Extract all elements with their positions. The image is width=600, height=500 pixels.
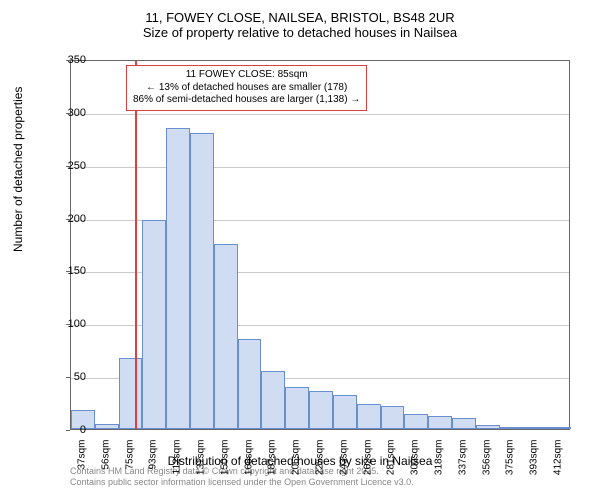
y-tick-mark [66, 271, 70, 272]
x-tick-label: 337sqm [457, 440, 468, 490]
x-tick-label: 56sqm [100, 440, 111, 490]
x-tick-label: 112sqm [172, 440, 183, 490]
x-tick-label: 356sqm [481, 440, 492, 490]
x-tick-label: 262sqm [362, 440, 373, 490]
chart-title-line1: 11, FOWEY CLOSE, NAILSEA, BRISTOL, BS48 … [10, 10, 590, 25]
histogram-bar [381, 406, 405, 429]
gridline [71, 114, 569, 115]
histogram-bar [333, 395, 357, 429]
histogram-bar [476, 425, 500, 429]
histogram-bar [309, 391, 333, 429]
annotation-box: 11 FOWEY CLOSE: 85sqm← 13% of detached h… [126, 65, 367, 111]
x-tick-label: 93sqm [148, 440, 159, 490]
x-tick-label: 318sqm [434, 440, 445, 490]
x-tick-label: 75sqm [124, 440, 135, 490]
y-tick-mark [66, 430, 70, 431]
chart-container: 11, FOWEY CLOSE, NAILSEA, BRISTOL, BS48 … [10, 10, 590, 490]
y-axis-label: Number of detached properties [11, 87, 25, 252]
x-tick-label: 187sqm [267, 440, 278, 490]
histogram-bar [547, 427, 571, 429]
histogram-bar [119, 358, 143, 429]
annot-line1: 11 FOWEY CLOSE: 85sqm [133, 69, 360, 82]
histogram-bar [357, 404, 381, 429]
chart-titles: 11, FOWEY CLOSE, NAILSEA, BRISTOL, BS48 … [10, 10, 590, 40]
annot-line2: ← 13% of detached houses are smaller (17… [133, 82, 360, 95]
gridline [71, 167, 569, 168]
histogram-bar [404, 414, 428, 429]
histogram-bar [214, 244, 238, 429]
y-tick-mark [66, 166, 70, 167]
x-tick-label: 150sqm [219, 440, 230, 490]
histogram-bar [166, 128, 190, 429]
x-tick-label: 412sqm [553, 440, 564, 490]
x-tick-label: 375sqm [505, 440, 516, 490]
x-tick-label: 300sqm [410, 440, 421, 490]
histogram-bar [285, 387, 309, 429]
chart-title-line2: Size of property relative to detached ho… [10, 25, 590, 40]
y-tick-mark [66, 60, 70, 61]
histogram-bar [190, 133, 214, 429]
x-tick-label: 37sqm [76, 440, 87, 490]
histogram-bar [95, 424, 119, 429]
annot-line3: 86% of semi-detached houses are larger (… [133, 94, 360, 107]
y-tick-mark [66, 324, 70, 325]
histogram-bar [261, 371, 285, 429]
histogram-bar [238, 339, 262, 429]
x-tick-label: 281sqm [386, 440, 397, 490]
y-tick-mark [66, 219, 70, 220]
y-tick-mark [66, 113, 70, 114]
reference-line [135, 61, 137, 429]
histogram-bar [428, 416, 452, 429]
x-tick-label: 243sqm [338, 440, 349, 490]
x-tick-label: 168sqm [243, 440, 254, 490]
y-tick-mark [66, 377, 70, 378]
x-tick-label: 225sqm [315, 440, 326, 490]
histogram-bar [523, 427, 547, 429]
x-tick-label: 393sqm [529, 440, 540, 490]
histogram-bar [500, 427, 524, 429]
histogram-bar [142, 220, 166, 429]
x-tick-label: 131sqm [195, 440, 206, 490]
plot-area: 11 FOWEY CLOSE: 85sqm← 13% of detached h… [70, 60, 570, 430]
x-tick-label: 206sqm [291, 440, 302, 490]
histogram-bar [452, 418, 476, 429]
